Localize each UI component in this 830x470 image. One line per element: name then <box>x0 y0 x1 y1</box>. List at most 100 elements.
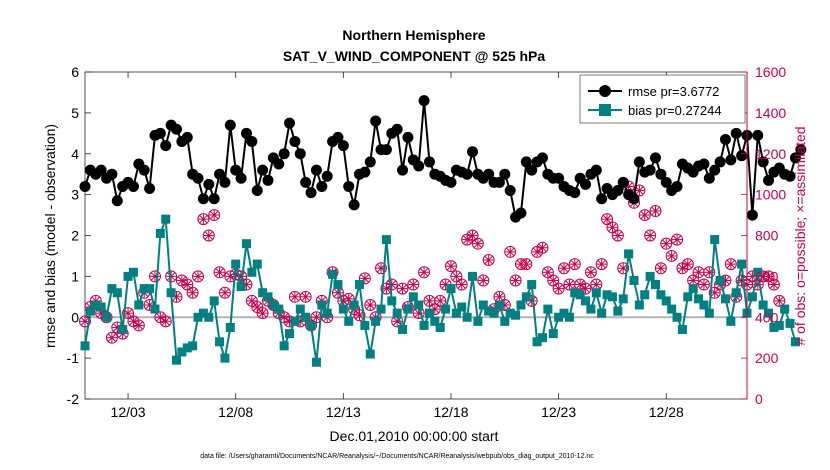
bias-point <box>166 288 176 298</box>
obs-assimilated-point <box>596 259 607 270</box>
obs-possible-point <box>396 282 409 295</box>
rmse-point <box>343 180 355 192</box>
rmse-point <box>230 164 242 176</box>
obs-assimilated-point <box>559 263 570 274</box>
rmse-point <box>316 180 328 192</box>
obs-possible-point <box>299 290 312 303</box>
bias-point <box>80 341 90 351</box>
rmse-point <box>219 176 231 188</box>
rmse-point <box>483 168 495 180</box>
obs-possible-point <box>558 262 571 275</box>
obs-assimilated-point <box>768 279 779 290</box>
bias-point <box>640 290 650 300</box>
bias-point <box>430 316 440 326</box>
bias-point <box>381 235 391 245</box>
bias-point <box>516 300 526 310</box>
rmse-point <box>203 178 215 190</box>
bias-point <box>220 353 230 363</box>
obs-assimilated-point <box>494 291 505 302</box>
y-axis-label-left: rmse and bias (model - observation) <box>42 124 58 348</box>
bias-point <box>209 296 219 306</box>
bias-point <box>317 300 327 310</box>
obs-assimilated-point <box>510 275 521 286</box>
rmse-point <box>332 131 344 143</box>
bias-point <box>731 288 741 298</box>
obs-assimilated-point <box>155 312 166 323</box>
obs-possible-point <box>444 260 457 273</box>
obs-assimilated-point <box>133 320 144 331</box>
bias-point <box>527 280 537 290</box>
bias-point <box>451 308 461 318</box>
obs-possible-point <box>767 278 780 291</box>
obs-assimilated-point <box>289 291 300 302</box>
bias-point <box>268 300 278 310</box>
bias-point <box>532 337 542 347</box>
rmse-point <box>596 193 608 205</box>
obs-assimilated-point <box>472 238 483 249</box>
obs-possible-point <box>547 274 560 287</box>
rmse-point <box>337 140 349 152</box>
obs-assimilated-point <box>445 261 456 272</box>
obs-assimilated-point <box>257 308 268 319</box>
rmse-point <box>580 178 592 190</box>
rmse-point <box>633 156 645 168</box>
obs-possible-point <box>213 266 226 279</box>
obs-possible-point <box>471 237 484 250</box>
rmse-point <box>397 164 409 176</box>
obs-assimilated-point <box>661 238 672 249</box>
bias-point <box>500 316 510 326</box>
bias-point <box>704 308 714 318</box>
obs-assimilated-point <box>128 316 139 327</box>
bias-point <box>478 300 488 310</box>
bias-point <box>204 312 214 322</box>
bias-point <box>258 288 268 298</box>
bias-point <box>107 284 117 294</box>
bias-point <box>424 308 434 318</box>
bias-point <box>629 275 639 285</box>
bias-point <box>360 320 370 330</box>
rmse-point <box>628 193 640 205</box>
obs-possible-point <box>455 278 468 291</box>
bias-point <box>392 308 402 318</box>
legend-rmse-label: rmse pr=3.6772 <box>628 84 719 99</box>
obs-assimilated-point <box>521 259 532 270</box>
bias-point <box>274 304 284 314</box>
obs-possible-point <box>148 270 161 283</box>
obs-assimilated-point <box>645 230 656 241</box>
obs-assimilated-point <box>575 279 586 290</box>
bias-point <box>570 288 580 298</box>
obs-possible-point <box>606 221 619 234</box>
bias-point <box>473 316 483 326</box>
obs-possible-point <box>751 278 764 291</box>
obs-possible-point <box>568 258 581 271</box>
x-tick-label: 12/08 <box>218 404 253 420</box>
obs-assimilated-point <box>553 283 564 294</box>
rmse-point <box>650 152 662 164</box>
obs-assimilated-point <box>602 214 613 225</box>
rmse-point <box>499 168 511 180</box>
obs-possible-point <box>407 278 420 291</box>
obs-assimilated-point <box>650 205 661 216</box>
obs-assimilated-point <box>591 279 602 290</box>
y-tick-label-right: 800 <box>755 228 779 244</box>
obs-assimilated-point <box>580 283 591 294</box>
bias-point <box>322 308 332 318</box>
rmse-point <box>612 185 624 197</box>
obs-assimilated-point <box>246 295 257 306</box>
rmse-point <box>235 172 247 184</box>
rmse-point <box>144 182 156 194</box>
obs-possible-point <box>703 266 716 279</box>
obs-assimilated-point <box>478 275 489 286</box>
obs-possible-point <box>482 254 495 267</box>
obs-assimilated-point <box>483 255 494 266</box>
rmse-point <box>515 207 527 219</box>
rmse-point <box>730 127 742 139</box>
obs-possible-point <box>509 274 522 287</box>
obs-assimilated-point <box>462 234 473 245</box>
legend-bias-label: bias pr=0.27244 <box>628 103 722 118</box>
x-axis-label: Dec.01,2010 00:00:00 start <box>330 428 499 444</box>
bias-point <box>656 290 666 300</box>
bias-point <box>290 316 300 326</box>
bias-point <box>699 300 709 310</box>
obs-assimilated-point <box>548 275 559 286</box>
